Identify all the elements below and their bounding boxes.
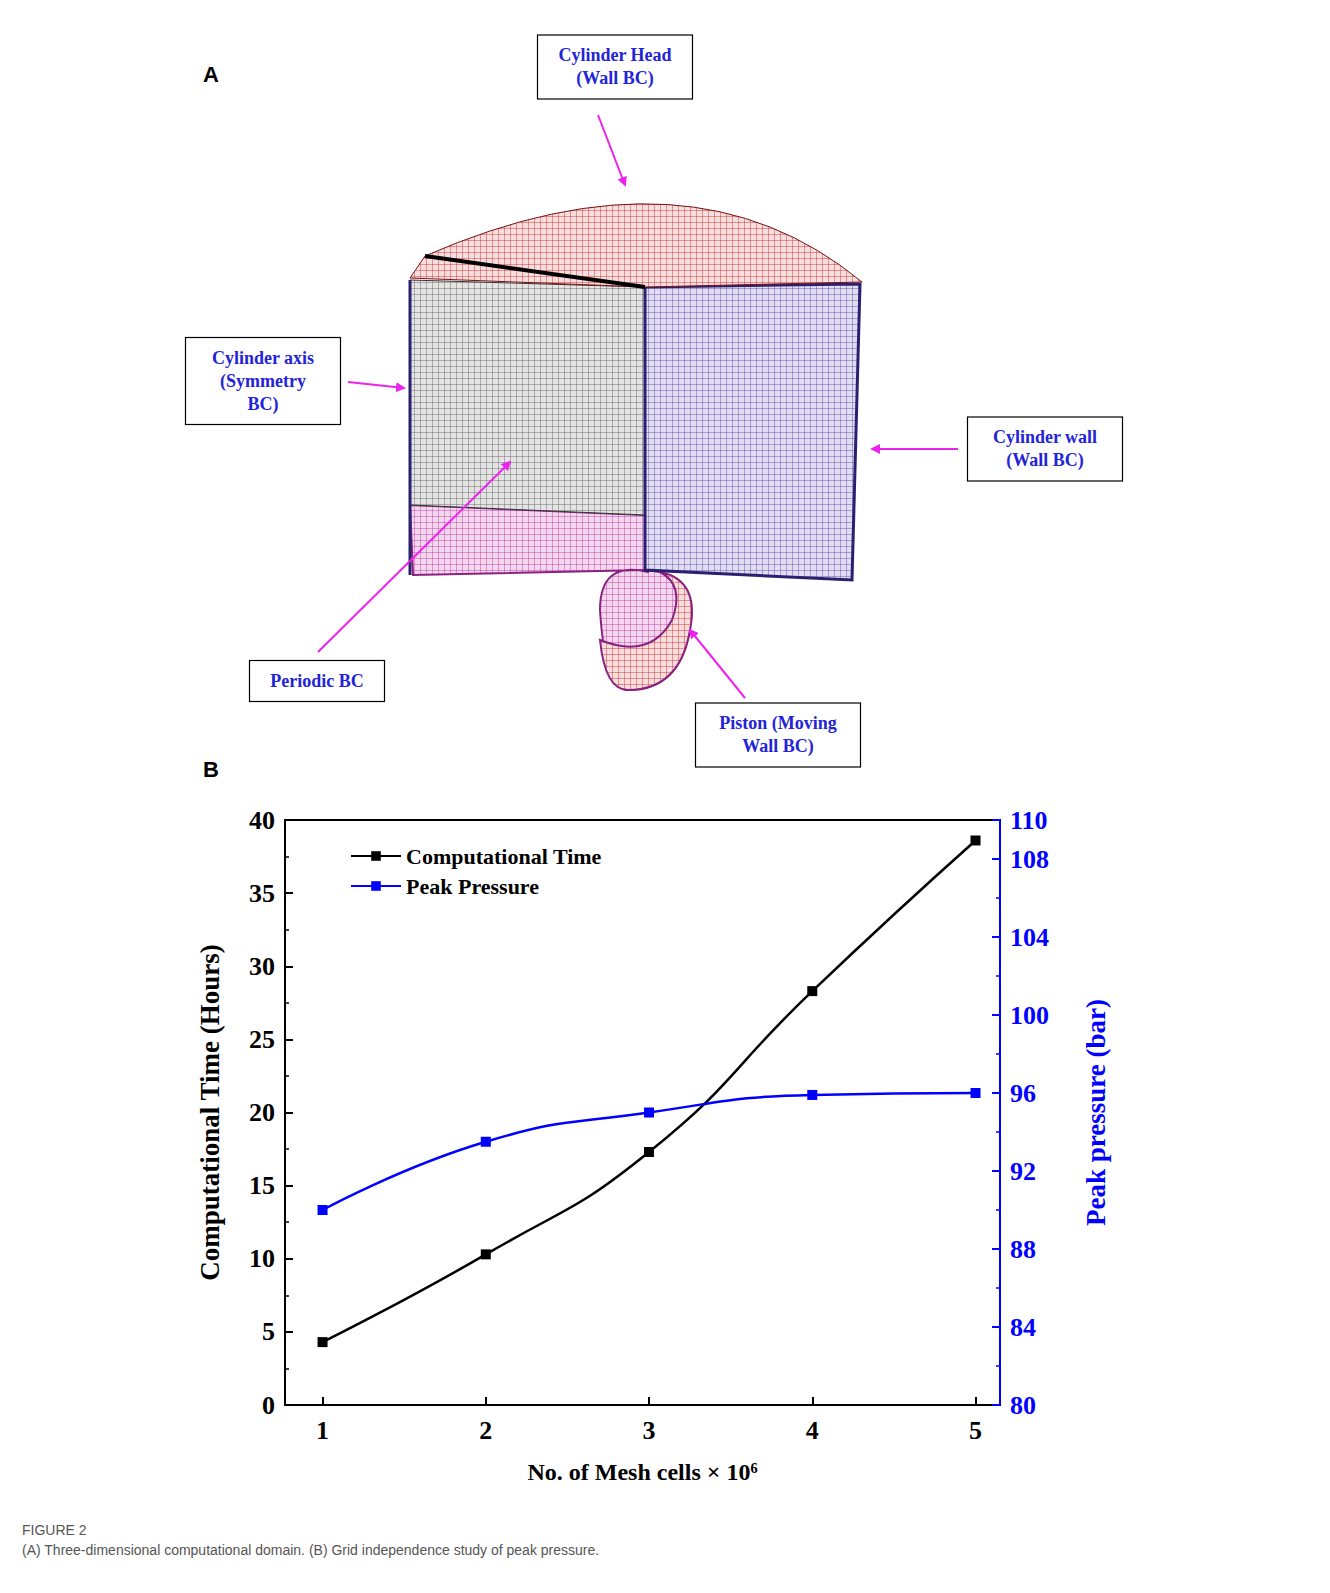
svg-text:Cylinder Head(Wall BC): Cylinder Head(Wall BC): [558, 45, 671, 89]
svg-text:30: 30: [249, 952, 275, 981]
svg-text:4: 4: [806, 1416, 819, 1445]
svg-text:88: 88: [1010, 1235, 1036, 1264]
svg-text:Computational Time: Computational Time: [406, 844, 602, 869]
svg-text:A: A: [203, 62, 219, 87]
svg-text:40: 40: [249, 806, 275, 835]
svg-text:Cylinder axis(SymmetryBC): Cylinder axis(SymmetryBC): [212, 348, 314, 415]
svg-text:5: 5: [262, 1317, 275, 1346]
svg-text:110: 110: [1010, 806, 1048, 835]
svg-text:104: 104: [1010, 923, 1049, 952]
svg-text:No. of Mesh cells × 10⁶: No. of Mesh cells × 10⁶: [527, 1459, 757, 1485]
svg-text:108: 108: [1010, 845, 1049, 874]
svg-text:20: 20: [249, 1098, 275, 1127]
svg-text:Piston (MovingWall BC): Piston (MovingWall BC): [719, 713, 837, 757]
svg-text:Computational Time (Hours): Computational Time (Hours): [195, 944, 225, 1281]
svg-text:84: 84: [1010, 1313, 1036, 1342]
html-text:B: B: [203, 757, 219, 782]
svg-text:Cylinder wall(Wall BC): Cylinder wall(Wall BC): [993, 427, 1097, 471]
svg-text:Peak pressure (bar): Peak pressure (bar): [1081, 999, 1111, 1226]
svg-text:15: 15: [249, 1171, 275, 1200]
svg-text:2: 2: [479, 1416, 492, 1445]
svg-text:10: 10: [249, 1244, 275, 1273]
svg-text:96: 96: [1010, 1079, 1036, 1108]
svg-text:25: 25: [249, 1025, 275, 1054]
html-text:FIGURE 2: FIGURE 2: [22, 1522, 87, 1538]
svg-text:5: 5: [969, 1416, 982, 1445]
svg-text:92: 92: [1010, 1157, 1036, 1186]
svg-text:Periodic BC: Periodic BC: [270, 671, 363, 691]
svg-text:3: 3: [643, 1416, 656, 1445]
svg-text:Peak Pressure: Peak Pressure: [406, 874, 539, 899]
svg-text:1: 1: [316, 1416, 329, 1445]
svg-text:80: 80: [1010, 1391, 1036, 1420]
svg-text:100: 100: [1010, 1001, 1049, 1030]
svg-text:35: 35: [249, 879, 275, 908]
html-text:(A) Three-dimensional computat: (A) Three-dimensional computational doma…: [22, 1542, 600, 1558]
svg-text:0: 0: [262, 1391, 275, 1420]
